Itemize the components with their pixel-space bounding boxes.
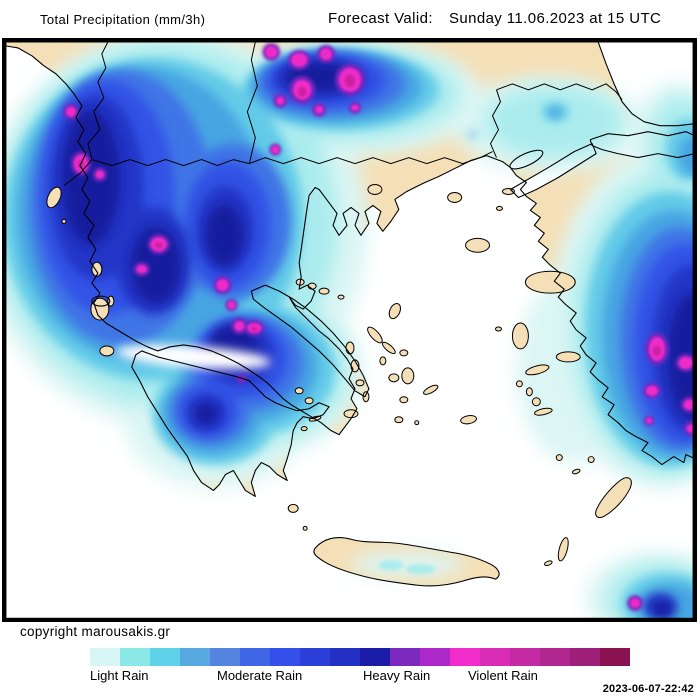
legend-color-swatch — [390, 648, 420, 666]
rain-layer-violent-core — [77, 74, 661, 356]
island — [531, 397, 541, 407]
island — [318, 287, 330, 295]
coastline-layer — [6, 41, 696, 587]
island — [423, 384, 439, 395]
island — [511, 322, 529, 350]
island — [367, 184, 383, 195]
island — [367, 326, 383, 344]
island — [300, 426, 308, 432]
border-north-greece — [91, 151, 493, 167]
island — [388, 373, 400, 383]
island — [399, 396, 409, 404]
legend-color-swatch — [150, 648, 180, 666]
border-greece-turkey — [489, 89, 502, 158]
island — [401, 367, 415, 385]
rain-crete-streak — [377, 560, 436, 575]
rain-layer-heavy-2 — [61, 61, 700, 618]
island — [388, 303, 401, 320]
legend-color-swatch — [600, 648, 630, 666]
legend-color-swatch — [330, 648, 360, 666]
copyright-text: copyright marousakis.gr — [20, 624, 171, 639]
legend-color-swatch — [210, 648, 240, 666]
island — [304, 397, 314, 405]
colorbar-labels: Light Rain Moderate Rain Heavy Rain Viol… — [0, 668, 700, 684]
island — [345, 341, 355, 355]
island — [495, 205, 503, 211]
legend-label-moderate: Moderate Rain — [217, 668, 303, 683]
island-rhodes — [595, 477, 632, 519]
precipitation-colorbar — [90, 648, 630, 666]
island — [571, 468, 581, 475]
island — [287, 503, 299, 513]
island — [465, 237, 491, 253]
island — [46, 186, 62, 209]
island — [555, 454, 563, 462]
island — [524, 270, 576, 294]
island — [362, 391, 370, 403]
island — [414, 420, 420, 426]
legend-label-heavy: Heavy Rain — [363, 668, 431, 683]
island — [99, 345, 115, 357]
island — [525, 364, 550, 376]
legend-color-swatch — [540, 648, 570, 666]
island — [91, 261, 103, 277]
forecast-valid: Forecast Valid: Sunday 11.06.2023 at 15 U… — [328, 10, 661, 27]
island — [294, 387, 304, 395]
legend-color-swatch — [120, 648, 150, 666]
island — [515, 380, 523, 388]
island — [534, 407, 553, 416]
legend-color-swatch — [570, 648, 600, 666]
island — [447, 191, 463, 203]
island — [355, 379, 365, 387]
border-macedonia-bulgaria — [246, 41, 258, 164]
legend-color-swatch — [90, 648, 120, 666]
map-frame-border — [3, 39, 696, 621]
precipitation-map — [0, 30, 700, 644]
island — [90, 297, 110, 321]
island — [379, 356, 387, 366]
island — [557, 537, 569, 562]
forecast-valid-value: Sunday 11.06.2023 at 15 UTC — [448, 10, 662, 27]
island — [381, 341, 396, 355]
legend-color-swatch — [480, 648, 510, 666]
island — [494, 326, 502, 332]
generation-timestamp: 2023-06-07-22:42 — [602, 683, 694, 695]
island — [544, 560, 553, 567]
legend-color-swatch — [510, 648, 540, 666]
island — [555, 351, 581, 363]
island — [587, 456, 595, 464]
map-title: Total Precipitation (mm/3h) — [40, 12, 206, 27]
legend-label-light: Light Rain — [90, 668, 149, 683]
legend-label-violent: Violent Rain — [468, 668, 538, 683]
island — [107, 295, 115, 307]
island — [302, 525, 308, 531]
island — [399, 349, 409, 357]
border-albania — [63, 41, 109, 186]
border-layer — [63, 41, 623, 186]
legend-color-swatch — [300, 648, 330, 666]
legend-color-swatch — [240, 648, 270, 666]
dry-gulf-of-corinth — [115, 344, 272, 370]
forecast-valid-label: Forecast Valid: — [328, 10, 433, 27]
island — [525, 387, 533, 397]
island — [394, 416, 404, 424]
island — [337, 294, 345, 300]
border-bulgaria-turkey — [496, 83, 623, 101]
legend-color-swatch — [420, 648, 450, 666]
legend-color-swatch — [180, 648, 210, 666]
island — [460, 415, 477, 425]
legend-color-swatch — [270, 648, 300, 666]
legend-color-swatch — [450, 648, 480, 666]
island — [61, 218, 67, 224]
legend-color-swatch — [360, 648, 390, 666]
